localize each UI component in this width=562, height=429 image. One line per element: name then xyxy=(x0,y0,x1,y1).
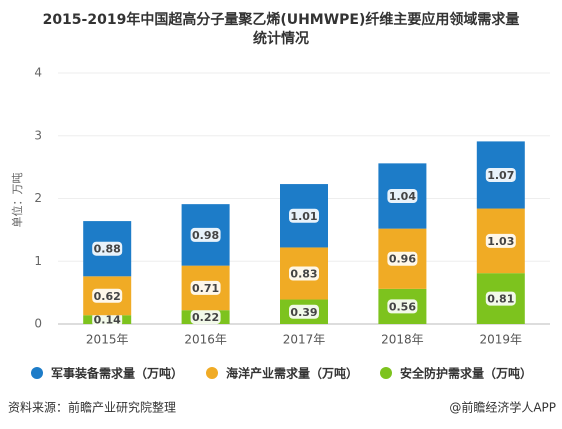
value-label-box xyxy=(485,291,516,306)
value-label: 1.01 xyxy=(290,210,317,223)
value-label: 1.07 xyxy=(487,169,514,182)
value-label-box xyxy=(387,251,418,266)
value-label: 1.03 xyxy=(487,235,514,248)
value-label-box xyxy=(387,188,418,203)
legend-marker xyxy=(206,367,218,379)
value-label-box xyxy=(485,233,516,248)
value-label: 0.96 xyxy=(389,253,416,266)
y-axis-label: 单位：万吨 xyxy=(10,173,24,228)
x-tick-label: 2019年 xyxy=(480,333,523,347)
value-label-box xyxy=(190,280,221,295)
value-label: 0.98 xyxy=(192,229,219,242)
chart-title: 统计情况 xyxy=(253,30,309,47)
value-label: 0.71 xyxy=(192,282,219,295)
credit: @前瞻经济学人APP xyxy=(449,400,556,415)
value-label-box xyxy=(289,266,319,281)
value-label: 0.83 xyxy=(290,267,317,280)
value-label: 0.62 xyxy=(94,290,121,303)
value-label-box xyxy=(485,167,516,182)
value-label-box xyxy=(190,227,221,242)
legend-marker xyxy=(31,367,43,379)
value-label-box xyxy=(289,304,319,319)
y-tick-label: 3 xyxy=(34,128,42,142)
legend-label: 海洋产业需求量（万吨） xyxy=(226,366,358,381)
y-tick-label: 0 xyxy=(34,317,42,331)
y-tick-label: 4 xyxy=(34,66,42,80)
value-label: 1.04 xyxy=(389,190,416,203)
x-tick-label: 2015年 xyxy=(86,333,129,347)
value-label: 0.81 xyxy=(487,293,514,306)
x-tick-label: 2016年 xyxy=(184,333,227,347)
value-label: 0.39 xyxy=(290,306,317,319)
x-tick-label: 2018年 xyxy=(381,333,424,347)
value-label: 0.14 xyxy=(94,314,121,327)
source: 资料来源：前瞻产业研究院整理 xyxy=(8,400,176,415)
value-label: 0.88 xyxy=(94,243,121,256)
legend-marker xyxy=(380,367,392,379)
value-label: 0.22 xyxy=(192,311,219,324)
chart-title: 2015-2019年中国超高分子量聚乙烯(UHMWPE)纤维主要应用领域需求量 xyxy=(43,11,520,28)
y-tick-label: 1 xyxy=(34,254,42,268)
value-label-box xyxy=(92,288,123,303)
value-label-box xyxy=(92,241,123,256)
legend-label: 安全防护需求量（万吨） xyxy=(400,366,532,381)
legend-label: 军事装备需求量（万吨） xyxy=(51,366,183,381)
value-label-box xyxy=(92,312,123,327)
value-label-box xyxy=(190,310,221,325)
value-label-box xyxy=(387,299,418,314)
value-label: 0.56 xyxy=(389,300,416,313)
y-tick-label: 2 xyxy=(34,191,42,205)
value-label-box xyxy=(289,208,319,223)
x-tick-label: 2017年 xyxy=(283,333,326,347)
